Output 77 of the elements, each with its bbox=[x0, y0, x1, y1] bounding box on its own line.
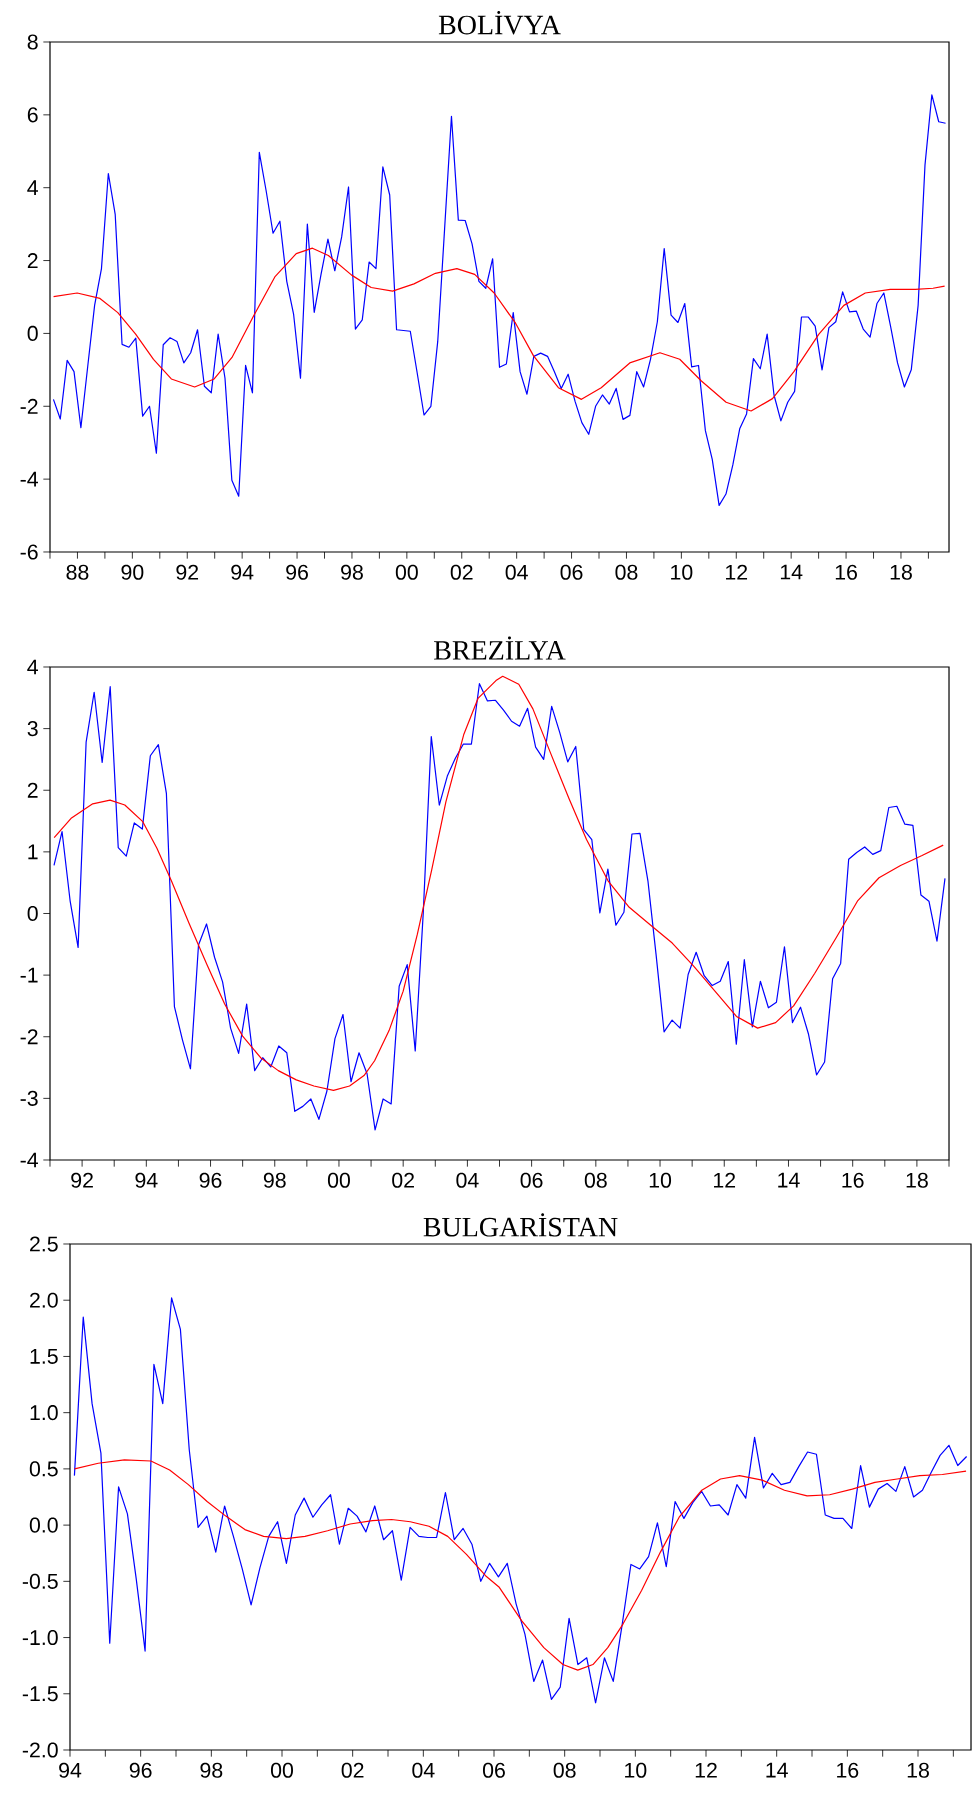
x-tick-label: 16 bbox=[842, 1172, 864, 1188]
x-tick-label: 98 bbox=[200, 1762, 223, 1778]
x-tick-label: 12 bbox=[726, 564, 748, 580]
x-tick-label: 04 bbox=[505, 564, 528, 580]
x-tick-label: 98 bbox=[341, 564, 363, 580]
x-tick-label: 96 bbox=[286, 564, 308, 580]
y-tick-label: 2.0 bbox=[30, 1292, 58, 1308]
y-tick-label: -6 bbox=[20, 544, 38, 560]
y-tick-label: 4 bbox=[27, 180, 38, 196]
y-tick-label: 6 bbox=[27, 107, 38, 123]
x-tick-label: 00 bbox=[395, 564, 418, 580]
x-tick-label: 10 bbox=[671, 564, 693, 580]
x-tick-label: 18 bbox=[907, 1762, 929, 1778]
y-tick-label: 2 bbox=[27, 782, 38, 798]
x-tick-label: 04 bbox=[412, 1762, 435, 1778]
line-series bbox=[73, 1459, 967, 1671]
x-tick-label: 06 bbox=[560, 564, 583, 580]
x-tick-label: 88 bbox=[66, 564, 89, 580]
x-tick-label: 12 bbox=[714, 1172, 736, 1188]
x-tick-label: 92 bbox=[71, 1172, 93, 1188]
y-tick-label: 2 bbox=[27, 253, 38, 269]
y-tick-label: 1.0 bbox=[30, 1405, 58, 1421]
x-tick-label: 94 bbox=[59, 1762, 82, 1778]
chart-title: BREZİLYA bbox=[434, 636, 566, 660]
x-tick-label: 96 bbox=[129, 1762, 152, 1778]
x-tick-label: 02 bbox=[392, 1172, 414, 1188]
line-series bbox=[52, 94, 947, 506]
y-tick-label: 4 bbox=[27, 659, 38, 675]
x-tick-label: 06 bbox=[482, 1762, 505, 1778]
x-tick-label: 14 bbox=[778, 1172, 800, 1188]
x-tick-label: 18 bbox=[890, 564, 912, 580]
y-tick-label: -2 bbox=[20, 1029, 38, 1045]
line-series bbox=[73, 1297, 968, 1704]
chart-title: BOLİVYA bbox=[438, 11, 561, 35]
x-tick-label: 04 bbox=[456, 1172, 479, 1188]
x-tick-label: 02 bbox=[341, 1762, 364, 1778]
y-tick-label: -0.5 bbox=[22, 1573, 58, 1589]
x-tick-label: 02 bbox=[450, 564, 473, 580]
y-tick-label: -3 bbox=[20, 1090, 38, 1106]
x-tick-label: 12 bbox=[695, 1762, 717, 1778]
x-tick-label: 96 bbox=[199, 1172, 222, 1188]
x-tick-label: 16 bbox=[837, 1762, 859, 1778]
y-tick-label: 1.5 bbox=[30, 1349, 58, 1364]
x-tick-label: 14 bbox=[780, 564, 803, 580]
y-tick-label: 0 bbox=[27, 325, 38, 341]
x-tick-label: 98 bbox=[263, 1172, 286, 1188]
y-tick-label: 3 bbox=[27, 721, 38, 737]
x-tick-label: 08 bbox=[584, 1172, 607, 1188]
y-tick-label: -4 bbox=[20, 1152, 38, 1168]
x-tick-label: 90 bbox=[121, 564, 144, 580]
line-series bbox=[52, 247, 946, 412]
y-tick-label: 0 bbox=[27, 905, 38, 922]
x-tick-label: 10 bbox=[625, 1762, 647, 1778]
x-tick-label: 92 bbox=[176, 564, 199, 580]
x-tick-label: 00 bbox=[270, 1762, 294, 1778]
chart-title: BULGARİSTAN bbox=[423, 1213, 618, 1237]
y-tick-label: 0.0 bbox=[29, 1517, 58, 1533]
y-tick-label: -4 bbox=[20, 471, 38, 487]
y-tick-label: -1.5 bbox=[22, 1686, 58, 1702]
x-tick-label: 08 bbox=[615, 564, 638, 580]
x-tick-label: 08 bbox=[553, 1762, 576, 1778]
x-tick-label: 06 bbox=[520, 1172, 543, 1188]
x-tick-label: 18 bbox=[906, 1172, 928, 1188]
x-tick-label: 10 bbox=[649, 1172, 672, 1188]
y-tick-label: 1 bbox=[28, 844, 38, 860]
y-tick-label: -2.0 bbox=[22, 1742, 58, 1758]
x-tick-label: 16 bbox=[835, 564, 857, 580]
y-tick-label: 2.5 bbox=[30, 1236, 58, 1252]
y-tick-label: -1.0 bbox=[22, 1630, 58, 1646]
x-tick-label: 14 bbox=[766, 1762, 788, 1778]
x-tick-label: 00 bbox=[327, 1172, 350, 1188]
y-tick-label: 8 bbox=[27, 34, 38, 50]
x-tick-label: 94 bbox=[135, 1172, 158, 1188]
y-tick-label: -2 bbox=[20, 398, 38, 414]
x-tick-label: 94 bbox=[231, 564, 254, 580]
y-tick-label: 0.5 bbox=[29, 1461, 58, 1477]
y-tick-label: -1 bbox=[20, 967, 38, 983]
